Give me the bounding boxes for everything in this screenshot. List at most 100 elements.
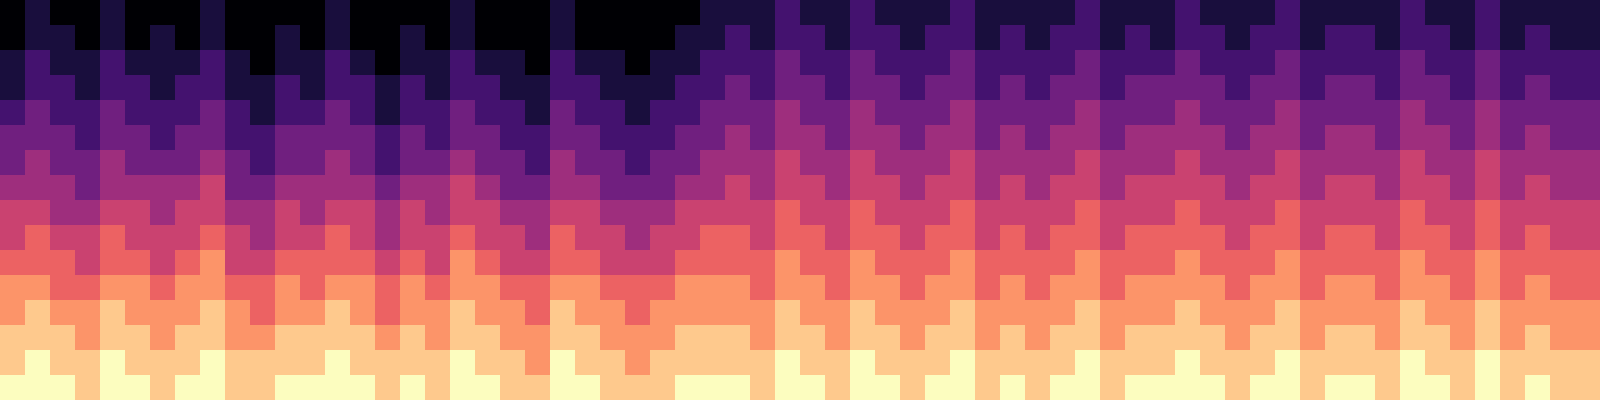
cell [1300, 275, 1325, 300]
cell [600, 150, 625, 175]
cell [475, 100, 500, 125]
cell [400, 200, 425, 225]
cell [1450, 50, 1475, 75]
cell [800, 375, 825, 400]
cell [650, 325, 675, 350]
cell [1300, 50, 1325, 75]
cell [450, 375, 475, 400]
cell [925, 350, 950, 375]
cell [1575, 0, 1600, 25]
cell [1475, 50, 1500, 75]
cell [1525, 100, 1550, 125]
cell [625, 225, 650, 250]
cell [700, 200, 725, 225]
cell [1200, 25, 1225, 50]
cell [850, 100, 875, 125]
cell [1325, 325, 1350, 350]
cell [1125, 325, 1150, 350]
cell [575, 350, 600, 375]
cell [1400, 250, 1425, 275]
cell [1075, 25, 1100, 50]
cell [750, 325, 775, 350]
cell [275, 225, 300, 250]
cell [575, 75, 600, 100]
cell [1075, 300, 1100, 325]
cell [1000, 325, 1025, 350]
cell [650, 225, 675, 250]
cell [700, 125, 725, 150]
cell [1150, 150, 1175, 175]
cell [1125, 25, 1150, 50]
cell [1350, 25, 1375, 50]
cell [675, 175, 700, 200]
cell [75, 225, 100, 250]
cell [1300, 375, 1325, 400]
cell [625, 200, 650, 225]
cell [375, 275, 400, 300]
cell [250, 250, 275, 275]
cell [350, 350, 375, 375]
cell [1325, 100, 1350, 125]
cell [150, 125, 175, 150]
cell [950, 200, 975, 225]
cell [300, 150, 325, 175]
cell [425, 275, 450, 300]
cell [150, 0, 175, 25]
cell [775, 50, 800, 75]
cell [1250, 125, 1275, 150]
cell [125, 350, 150, 375]
cell [275, 300, 300, 325]
cell [1350, 350, 1375, 375]
cell [1175, 175, 1200, 200]
cell [225, 125, 250, 150]
cell [1125, 0, 1150, 25]
cell [1050, 375, 1075, 400]
cell [1100, 50, 1125, 75]
cell [1325, 275, 1350, 300]
cell [450, 325, 475, 350]
cell [1575, 250, 1600, 275]
cell [1425, 250, 1450, 275]
cell [1225, 350, 1250, 375]
cell [400, 50, 425, 75]
cell [650, 150, 675, 175]
cell [1300, 150, 1325, 175]
cell [1450, 250, 1475, 275]
cell [1475, 325, 1500, 350]
cell [675, 300, 700, 325]
cell [175, 375, 200, 400]
cell [100, 0, 125, 25]
cell [350, 50, 375, 75]
cell [1175, 200, 1200, 225]
cell [1500, 75, 1525, 100]
cell [1400, 75, 1425, 100]
cell [450, 225, 475, 250]
cell [750, 300, 775, 325]
cell [425, 200, 450, 225]
cell [925, 250, 950, 275]
cell [325, 75, 350, 100]
cell [225, 25, 250, 50]
cell [1500, 25, 1525, 50]
cell [1175, 100, 1200, 125]
cell [1400, 325, 1425, 350]
cell [825, 25, 850, 50]
cell [1575, 300, 1600, 325]
cell [1025, 175, 1050, 200]
cell [250, 375, 275, 400]
cell [300, 350, 325, 375]
cell [1400, 100, 1425, 125]
cell [1500, 150, 1525, 175]
cell [1525, 125, 1550, 150]
cell [275, 125, 300, 150]
cell [200, 175, 225, 200]
cell [0, 25, 25, 50]
cell [1075, 325, 1100, 350]
cell [1275, 50, 1300, 75]
cell [125, 75, 150, 100]
cell [175, 350, 200, 375]
cell [1325, 175, 1350, 200]
cell [1075, 0, 1100, 25]
cell [0, 125, 25, 150]
cell [375, 125, 400, 150]
